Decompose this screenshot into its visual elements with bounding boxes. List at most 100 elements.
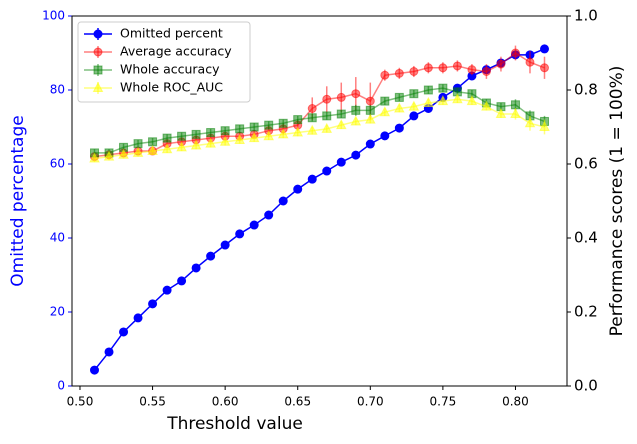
x-tick-label: 0.55: [139, 395, 166, 409]
marker: [133, 139, 143, 149]
marker: [177, 276, 187, 286]
marker: [306, 124, 318, 135]
marker: [307, 174, 317, 184]
marker: [510, 48, 520, 58]
marker: [191, 129, 201, 139]
marker: [104, 347, 114, 357]
marker: [364, 113, 376, 124]
y-tick-label: 80: [50, 83, 65, 97]
marker: [177, 131, 187, 141]
marker: [350, 115, 362, 126]
marker: [336, 92, 346, 102]
marker: [351, 105, 361, 115]
marker: [162, 285, 172, 295]
marker: [438, 83, 448, 93]
marker: [162, 133, 172, 143]
marker: [119, 327, 129, 337]
series: [89, 93, 550, 163]
marker: [206, 128, 216, 138]
y-tick-label: 20: [50, 305, 65, 319]
marker: [148, 137, 158, 147]
marker: [409, 89, 419, 99]
marker: [190, 139, 202, 150]
legend-label: Average accuracy: [120, 44, 232, 59]
marker: [220, 126, 230, 136]
marker: [394, 68, 404, 78]
marker: [510, 107, 521, 119]
marker: [394, 102, 405, 113]
marker: [176, 141, 187, 152]
marker: [132, 146, 144, 157]
marker: [336, 109, 346, 119]
series: [90, 83, 549, 158]
marker: [161, 143, 173, 154]
marker: [336, 157, 346, 167]
marker: [496, 59, 506, 69]
marker: [148, 299, 158, 309]
y2-tick-label: 0.6: [574, 155, 598, 173]
marker: [467, 65, 477, 75]
marker: [379, 106, 391, 117]
marker: [423, 63, 433, 73]
y-tick-label: 0: [57, 379, 65, 393]
marker: [322, 166, 332, 176]
marker: [495, 107, 507, 119]
marker: [380, 70, 390, 80]
marker: [191, 263, 201, 273]
marker: [307, 104, 317, 113]
y2-tick-label: 0.2: [574, 303, 598, 321]
marker: [277, 128, 289, 139]
marker: [219, 135, 231, 146]
marker: [365, 96, 375, 106]
marker: [539, 120, 550, 131]
marker: [293, 115, 303, 125]
marker: [249, 220, 259, 230]
legend-box: [77, 21, 251, 103]
marker: [89, 152, 100, 163]
marker: [540, 63, 549, 73]
x-axis-label: Threshold value: [166, 414, 303, 434]
y-tick-label: 60: [50, 157, 65, 171]
marker: [481, 100, 492, 111]
marker: [205, 137, 216, 148]
marker: [235, 124, 245, 134]
marker: [408, 100, 420, 111]
marker: [423, 96, 434, 107]
marker: [206, 251, 216, 261]
y-tick-label: 40: [50, 231, 65, 245]
x-tick-label: 0.75: [430, 395, 457, 409]
marker: [409, 67, 419, 76]
x-tick-label: 0.70: [357, 395, 384, 409]
marker: [466, 95, 478, 106]
marker: [220, 240, 230, 250]
marker: [234, 133, 245, 144]
marker: [263, 130, 275, 141]
marker: [335, 119, 347, 130]
marker: [93, 47, 103, 57]
marker: [293, 184, 303, 194]
marker: [147, 144, 158, 156]
marker: [394, 123, 404, 133]
y2-tick-label: 0.0: [574, 377, 598, 395]
marker: [235, 229, 245, 239]
marker: [452, 93, 463, 104]
marker: [365, 139, 375, 149]
y2-tick-label: 1.0: [574, 7, 598, 25]
x-tick-label: 0.50: [67, 395, 94, 409]
y2-tick-label: 0.4: [574, 229, 598, 247]
marker: [322, 111, 332, 121]
marker: [540, 44, 549, 54]
marker: [248, 132, 260, 143]
marker: [93, 65, 103, 75]
marker: [249, 122, 259, 132]
marker: [452, 61, 462, 71]
marker: [409, 111, 419, 121]
marker: [118, 148, 129, 159]
legend-label: Whole accuracy: [120, 62, 220, 77]
marker: [437, 95, 449, 106]
marker: [351, 89, 361, 99]
y-axis-label: Omitted percentage: [8, 115, 28, 286]
marker: [321, 122, 333, 133]
y2-tick-label: 0.8: [574, 81, 598, 99]
